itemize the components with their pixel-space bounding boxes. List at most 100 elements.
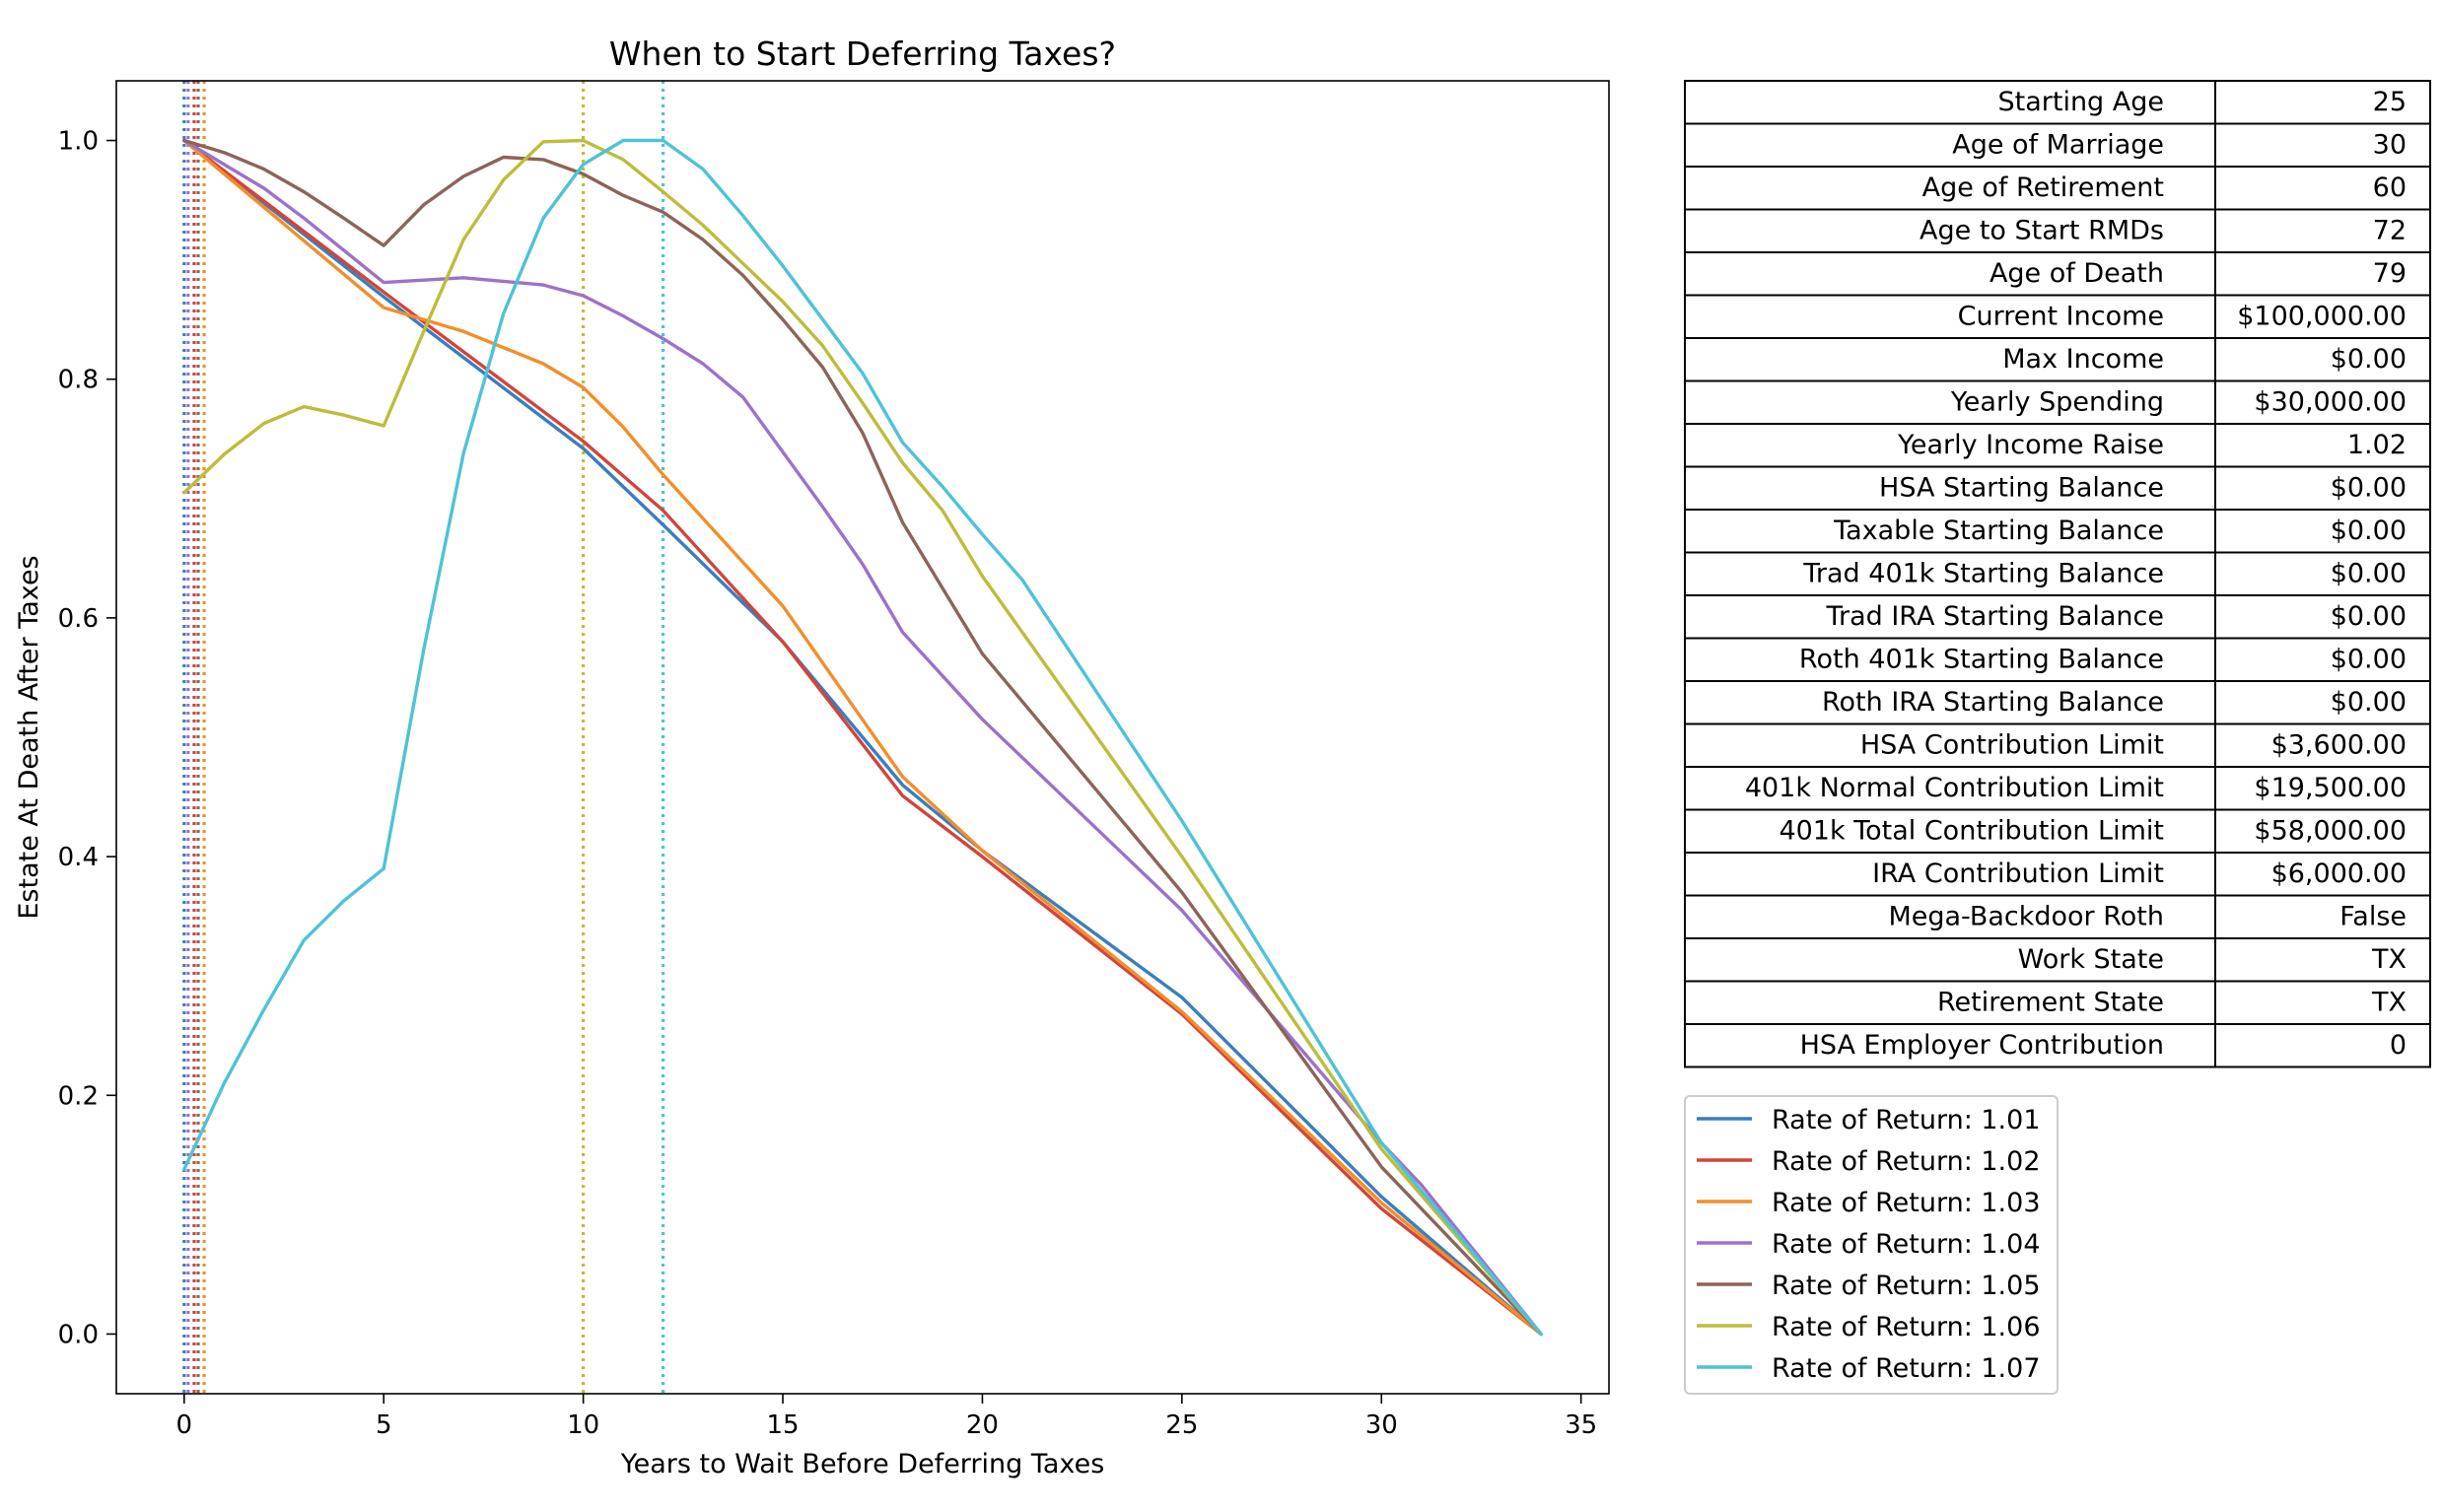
table-label: HSA Starting Balance	[1879, 473, 2164, 504]
table-row: HSA Contribution Limit $3,600.00	[1684, 722, 2431, 768]
table-value: $3,600.00	[2271, 730, 2407, 761]
legend-item: Rate of Return: 1.06	[1697, 1312, 2041, 1342]
table-label: Retirement State	[1937, 988, 2164, 1018]
table-label-cell	[1684, 937, 2216, 983]
y-axis-label: Estate At Death After Taxes	[14, 555, 44, 919]
table-row: Trad 401k Starting Balance $0.00	[1684, 551, 2431, 596]
table-value: 60	[2373, 172, 2407, 203]
table-value-cell	[2214, 208, 2431, 253]
table-label: Age of Marriage	[1952, 130, 2164, 161]
legend-item: Rate of Return: 1.03	[1697, 1188, 2041, 1218]
table-value-cell	[2214, 509, 2431, 554]
table-value-cell	[2214, 808, 2431, 854]
legend-item: Rate of Return: 1.04	[1697, 1229, 2041, 1260]
legend-label: Rate of Return: 1.04	[1772, 1229, 2041, 1260]
table-label: Current Income	[1958, 302, 2164, 332]
table-label: Age to Start RMDs	[1920, 216, 2164, 246]
x-tick-label: 20	[966, 1410, 999, 1440]
series-line-2	[182, 138, 1543, 1337]
table-value: 30	[2373, 130, 2407, 161]
table-row: IRA Contribution Limit $6,000.00	[1684, 852, 2431, 897]
table-value-cell	[2214, 80, 2431, 125]
table-value-cell	[2214, 423, 2431, 468]
table-row: Yearly Spending $30,000.00	[1684, 379, 2431, 425]
table-row: Max Income $0.00	[1684, 337, 2431, 382]
table-value-cell	[2214, 465, 2431, 511]
table-label: Age of Retirement	[1922, 172, 2164, 203]
x-tick-label: 15	[766, 1410, 799, 1440]
table-label: Starting Age	[1997, 87, 2164, 117]
table-value: $6,000.00	[2271, 859, 2407, 889]
table-row: Starting Age 25	[1684, 80, 2431, 125]
table-label: Mega-Backdoor Roth	[1888, 902, 2164, 932]
table-value-cell	[2214, 937, 2431, 983]
table-label: 401k Total Contribution Limit	[1779, 816, 2164, 847]
table-row: Age of Retirement 60	[1684, 166, 2431, 211]
table-row: Trad IRA Starting Balance $0.00	[1684, 594, 2431, 640]
legend-label: Rate of Return: 1.02	[1772, 1146, 2041, 1177]
series-line-7	[182, 138, 1543, 1337]
plot-area: When to Start Deferring Taxes? 0 5 10 15 20 25…	[14, 34, 1610, 1479]
y-tick-label: 0.2	[58, 1081, 99, 1111]
table-row: Taxable Starting Balance $0.00	[1684, 509, 2431, 554]
table-value: 79	[2373, 258, 2407, 289]
y-tick-label: 0.8	[58, 366, 99, 395]
series-line-1	[182, 138, 1543, 1337]
series-line-4	[182, 138, 1543, 1337]
parameters-table: Starting Age 25 Age of Marriage 30 Age of Re…	[1684, 80, 2431, 1068]
table-value: $30,000.00	[2254, 387, 2407, 418]
table-row: HSA Starting Balance $0.00	[1684, 465, 2431, 511]
legend-label: Rate of Return: 1.01	[1772, 1105, 2041, 1135]
table-label-cell	[1684, 166, 2216, 211]
table-value-cell	[2214, 722, 2431, 768]
table-label-cell	[1684, 251, 2216, 297]
table-value-cell	[2214, 894, 2431, 939]
table-value-cell	[2214, 122, 2431, 168]
table-label-cell	[1684, 208, 2216, 253]
table-row: Retirement State TX	[1684, 980, 2431, 1025]
table-value-cell	[2214, 294, 2431, 339]
table-value: $0.00	[2331, 515, 2407, 546]
legend-item: Rate of Return: 1.07	[1697, 1353, 2041, 1384]
series-line-3	[182, 138, 1543, 1337]
table-value-cell	[2214, 166, 2431, 211]
table-value: $0.00	[2331, 601, 2407, 632]
legend-item: Rate of Return: 1.05	[1697, 1271, 2041, 1301]
series-line-6	[182, 138, 1543, 1337]
table-value-cell	[2214, 551, 2431, 596]
table-label: HSA Contribution Limit	[1860, 730, 2164, 761]
table-value: 25	[2373, 87, 2407, 117]
table-value-cell	[2214, 852, 2431, 897]
x-tick-label: 0	[176, 1410, 193, 1440]
x-axis-label: Years to Wait Before Deferring Taxes	[620, 1449, 1105, 1479]
table-value: $100,000.00	[2237, 302, 2407, 332]
chart-title: When to Start Deferring Taxes?	[609, 34, 1116, 73]
table-row: Mega-Backdoor Roth False	[1684, 894, 2431, 939]
table-label-cell	[1684, 637, 2216, 682]
legend-label: Rate of Return: 1.03	[1772, 1188, 2041, 1218]
legend-label: Rate of Return: 1.06	[1772, 1312, 2041, 1342]
table-row: Age of Marriage 30	[1684, 122, 2431, 168]
table-value-cell	[2214, 680, 2431, 725]
table-label: Yearly Spending	[1950, 387, 2164, 418]
table-value-cell	[2214, 1023, 2431, 1068]
table-row: Roth 401k Starting Balance $0.00	[1684, 637, 2431, 682]
y-axis: 0.0 0.2 0.4 0.6 0.8 1.0 Estate At Death After …	[14, 127, 116, 1349]
legend-item: Rate of Return: 1.01	[1697, 1105, 2041, 1135]
table-label: Max Income	[2002, 344, 2164, 375]
table-value: 1.02	[2347, 430, 2407, 460]
legend-box	[1684, 1095, 2059, 1395]
legend-label: Rate of Return: 1.07	[1772, 1353, 2041, 1384]
table-value: $0.00	[2331, 645, 2407, 675]
table-label: Roth IRA Starting Balance	[1822, 687, 2164, 718]
table-row: HSA Employer Contribution 0	[1684, 1023, 2431, 1068]
table-row: Age of Death 79	[1684, 251, 2431, 297]
table-value: $0.00	[2331, 344, 2407, 375]
table-value: $0.00	[2331, 473, 2407, 504]
y-tick-label: 0.6	[58, 604, 99, 634]
x-tick-label: 5	[376, 1410, 392, 1440]
series-group	[182, 138, 1543, 1337]
table-value: $0.00	[2331, 687, 2407, 718]
table-label-cell	[1684, 680, 2216, 725]
table-label: Age of Death	[1989, 258, 2164, 289]
